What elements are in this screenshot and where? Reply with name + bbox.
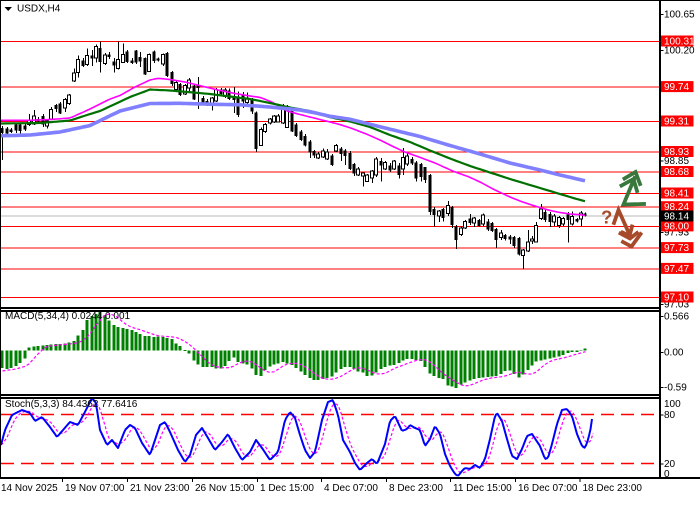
svg-text:98.41: 98.41: [664, 189, 689, 200]
svg-text:98.68: 98.68: [664, 167, 689, 178]
svg-text:100: 100: [664, 399, 681, 410]
svg-text:99.74: 99.74: [664, 82, 689, 93]
svg-text:97.93: 97.93: [664, 227, 689, 238]
svg-text:97.73: 97.73: [664, 243, 689, 254]
svg-text:98.85: 98.85: [664, 156, 689, 167]
svg-text:-0.59: -0.59: [664, 383, 687, 394]
svg-text:18 Dec 23:00: 18 Dec 23:00: [583, 483, 643, 494]
svg-text:98.14: 98.14: [664, 212, 689, 223]
svg-text:0.00: 0.00: [664, 348, 684, 359]
svg-text:8 Dec 23:00: 8 Dec 23:00: [389, 483, 443, 494]
svg-text:MACD(5,34,4) 0.0244 0.001: MACD(5,34,4) 0.0244 0.001: [5, 311, 131, 322]
svg-text:97.10: 97.10: [664, 293, 689, 304]
svg-text:98.00: 98.00: [664, 221, 689, 232]
svg-text:20: 20: [664, 459, 676, 470]
svg-text:21 Nov 23:00: 21 Nov 23:00: [130, 483, 190, 494]
svg-text:100.20: 100.20: [664, 45, 695, 56]
svg-text:98.24: 98.24: [664, 202, 689, 213]
svg-text:0.566: 0.566: [664, 312, 689, 323]
svg-text:99.31: 99.31: [664, 117, 689, 128]
svg-text:80: 80: [664, 410, 676, 421]
svg-text:0: 0: [664, 469, 670, 480]
svg-text:26 Nov 15:00: 26 Nov 15:00: [195, 483, 255, 494]
svg-text:98.93: 98.93: [664, 147, 689, 158]
svg-text:1 Dec 15:00: 1 Dec 15:00: [260, 483, 314, 494]
svg-text:4 Dec 07:00: 4 Dec 07:00: [324, 483, 378, 494]
svg-text:16 Dec 07:00: 16 Dec 07:00: [518, 483, 578, 494]
svg-text:14 Nov 2025: 14 Nov 2025: [1, 483, 58, 494]
svg-text:97.03: 97.03: [664, 299, 689, 310]
svg-text:19 Nov 07:00: 19 Nov 07:00: [65, 483, 125, 494]
svg-text:97.47: 97.47: [664, 264, 689, 275]
svg-text:100.31: 100.31: [664, 37, 695, 48]
svg-text:USDX,H4: USDX,H4: [17, 4, 61, 15]
svg-text:11 Dec 15:00: 11 Dec 15:00: [453, 483, 512, 494]
svg-text:Stoch(5,3,3) 84.4362 77.6416: Stoch(5,3,3) 84.4362 77.6416: [5, 399, 138, 410]
svg-text:100.65: 100.65: [664, 9, 695, 20]
svg-text:?: ?: [601, 207, 612, 228]
